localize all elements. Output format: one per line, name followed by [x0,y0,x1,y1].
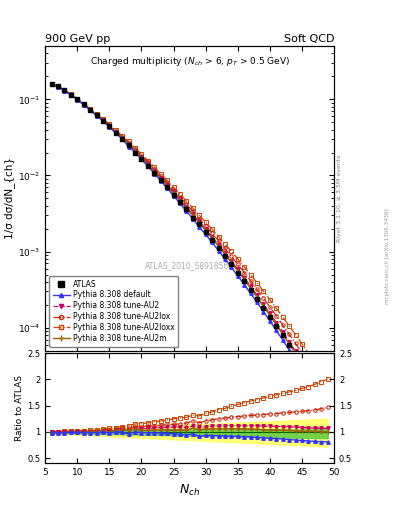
Y-axis label: Rivet 3.1.10, ≥ 3.5M events: Rivet 3.1.10, ≥ 3.5M events [337,155,342,242]
Text: 900 GeV pp: 900 GeV pp [45,33,110,44]
Y-axis label: Ratio to ATLAS: Ratio to ATLAS [15,375,24,441]
X-axis label: $N_{ch}$: $N_{ch}$ [179,483,200,498]
Text: Charged multiplicity ($N_{ch}$ > 6, $p_T$ > 0.5 GeV): Charged multiplicity ($N_{ch}$ > 6, $p_T… [90,55,290,68]
Text: ATLAS_2010_S8918562: ATLAS_2010_S8918562 [145,261,234,270]
Text: Soft QCD: Soft QCD [284,33,334,44]
Text: mcplots.cern.ch [arXiv:1306.3436]: mcplots.cern.ch [arXiv:1306.3436] [385,208,390,304]
Y-axis label: 1/σ dσ/dN_{ch}: 1/σ dσ/dN_{ch} [4,157,15,240]
Legend: ATLAS, Pythia 8.308 default, Pythia 8.308 tune-AU2, Pythia 8.308 tune-AU2lox, Py: ATLAS, Pythia 8.308 default, Pythia 8.30… [49,276,178,347]
